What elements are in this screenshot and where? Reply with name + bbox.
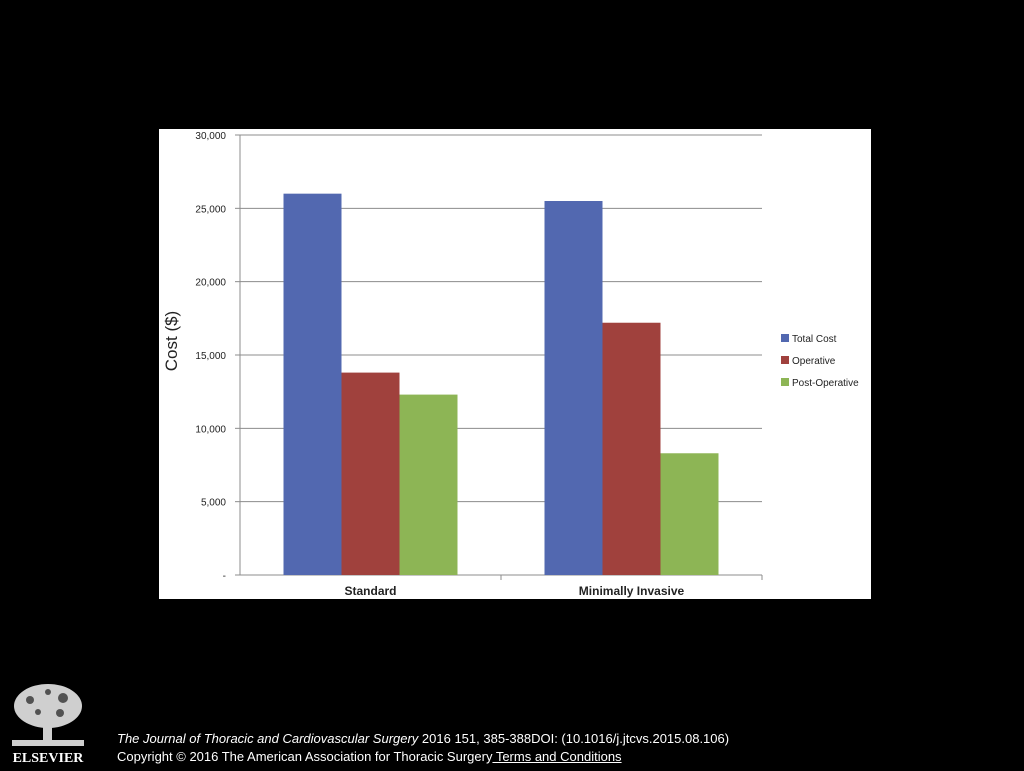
legend-label: Post-Operative [792,378,859,389]
y-tick-label: 20,000 [195,278,226,289]
citation-block: The Journal of Thoracic and Cardiovascul… [117,730,1017,766]
y-axis-label: Cost ($) [162,311,181,371]
copyright-text: Copyright © 2016 The American Associatio… [117,749,493,764]
legend-swatch-operative [781,356,789,364]
copyright-line: Copyright © 2016 The American Associatio… [117,748,1017,766]
legend-swatch-total-cost [781,334,789,342]
y-tick-label: 15,000 [195,351,226,362]
bar-post-operative-1 [660,453,719,575]
y-tick-label: 10,000 [195,424,226,435]
y-tick-label: - [223,571,226,582]
y-tick-label: 5,000 [201,498,226,509]
elsevier-wordmark: ELSEVIER [13,751,85,766]
bar-total-cost-1 [544,201,603,575]
elsevier-logo: ELSEVIER [8,680,88,766]
legend-label: Total Cost [792,334,837,345]
x-category-label: Standard [344,584,396,598]
bar-post-operative-0 [399,394,458,575]
legend-label: Operative [792,356,836,367]
bar-chart: - 5,000 10,000 15,000 20,000 25,000 30,000 Stan… [162,131,859,598]
y-tick-label: 30,000 [195,131,226,142]
bar-operative-0 [341,372,400,575]
bar-operative-1 [602,322,661,575]
bar-total-cost-0 [283,193,342,575]
terms-link[interactable]: Terms and Conditions [492,749,622,764]
citation-details: 2016 151, 385-388DOI: (10.1016/j.jtcvs.2… [418,731,730,746]
x-category-label: Minimally Invasive [579,584,685,598]
legend-swatch-post-operative [781,378,789,386]
journal-name: The Journal of Thoracic and Cardiovascul… [117,731,419,746]
chart-panel: - 5,000 10,000 15,000 20,000 25,000 30,000 Stan… [159,129,871,599]
citation-line: The Journal of Thoracic and Cardiovascul… [117,730,1017,748]
y-tick-label: 25,000 [195,204,226,215]
